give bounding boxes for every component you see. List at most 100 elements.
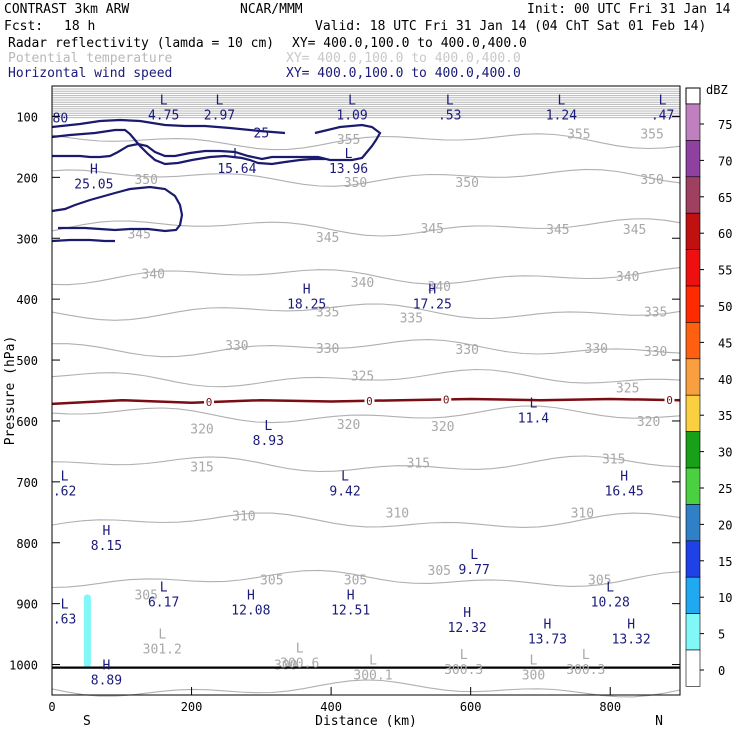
y-tick-label: 600 [16, 415, 38, 429]
colorbar-tick-label: 0 [718, 664, 725, 678]
theta-contour-label: 320 [431, 420, 454, 435]
theta-contour-label: 350 [134, 173, 157, 188]
theta-contour-305 [51, 569, 681, 589]
theta-contour-325 [51, 368, 681, 388]
colorbar-segment [685, 212, 701, 250]
colorbar-segment [685, 249, 701, 287]
wind-contour-25-bottom [51, 238, 115, 243]
theta-extremum-value: 300.3 [444, 663, 483, 678]
wind-contour-25-inner [51, 128, 325, 166]
colorbar-tick-label: 30 [718, 446, 732, 460]
reflectivity-label-bg [664, 394, 675, 406]
colorbar-tick-label: 55 [718, 264, 732, 278]
wind-extremum-value: 8.93 [253, 434, 284, 449]
colorbar-segment [685, 358, 701, 396]
wind-extremum-value: 15.64 [217, 162, 256, 177]
reflectivity-label-bg [364, 394, 375, 406]
theta-contour-label: 330 [316, 342, 339, 357]
theta-contour-label: 350 [455, 176, 478, 191]
theta-contour-label: 305 [428, 564, 451, 579]
theta-contour-label: 325 [616, 381, 639, 396]
colorbar-unit: dBZ [706, 83, 728, 97]
theta-contour-label: 305 [134, 589, 157, 604]
colorbar-tick-label: 65 [718, 191, 732, 205]
wind-extremum-high: H [463, 606, 471, 621]
theta-extremum-low: L [369, 654, 377, 669]
theta-extremum-value: 301.2 [143, 642, 182, 657]
wind-extremum-value: 18.25 [287, 298, 326, 313]
wind-extremum-low: L [348, 93, 356, 108]
theta-contour-label: 355 [567, 128, 590, 143]
colorbar-segment [685, 322, 701, 360]
wind-extremum-value: 13.96 [329, 162, 368, 177]
wind-extremum-low: L [606, 580, 614, 595]
x-tick-label: 600 [460, 700, 482, 714]
y-tick-label: 500 [16, 354, 38, 368]
wind-extremum-low: L [530, 397, 538, 412]
theta-contour-label: 345 [127, 227, 150, 242]
colorbar-segment [685, 285, 701, 323]
x-end-label-north: N [655, 714, 663, 729]
theta-contour-label: 315 [190, 461, 213, 476]
theta-contour-350 [51, 168, 681, 187]
theta-contour-label: 305 [344, 573, 367, 588]
theta-extremum-low: L [296, 641, 304, 656]
x-tick-label: 0 [48, 700, 55, 714]
y-tick-label: 100 [16, 110, 38, 124]
colorbar-tick-label: 10 [718, 591, 732, 605]
wind-extremum-value: 9.77 [458, 563, 489, 578]
wind-extremum-low: L [264, 419, 272, 434]
colorbar-segment [685, 504, 701, 542]
x-tick-label: 400 [320, 700, 342, 714]
wind-contours [51, 118, 382, 243]
colorbar-segment [685, 176, 701, 214]
field-name-reflectivity: Radar reflectivity (lamda = 10 cm) [8, 36, 275, 51]
theta-contour-335 [51, 303, 681, 321]
colorbar-tick-label: 25 [718, 482, 732, 496]
chart-labels: 2580L4.75L2.97L1.09L.53L1.24L.47H25.05L1… [53, 93, 675, 688]
theta-extremum-low: L [460, 648, 468, 663]
field-xy-wind: XY= 400.0,100.0 to 400.0,400.0 [286, 66, 521, 81]
wind-extremum-value: 1.09 [336, 108, 367, 123]
wind-extremum-value: .62 [53, 485, 76, 500]
wind-extremum-low: L [61, 470, 69, 485]
wind-extremum-high: H [347, 588, 355, 603]
theta-contour-label: 320 [637, 415, 660, 430]
theta-contour-label: 315 [407, 456, 430, 471]
x-end-label-south: S [83, 714, 91, 729]
wind-extremum-high: H [103, 524, 111, 539]
colorbar-segment [685, 394, 701, 432]
theta-contour-label: 345 [546, 223, 569, 238]
wind-extremum-value: 1.24 [546, 108, 577, 123]
theta-contour-340 [51, 267, 681, 286]
theta-contour-label: 305 [588, 573, 611, 588]
wind-extremum-value: 6.17 [148, 595, 179, 610]
theta-extremum-value: 300.3 [566, 663, 605, 678]
theta-contour-label: 345 [421, 222, 444, 237]
field-xy-theta: XY= 400.0,100.0 to 400.0,400.0 [286, 51, 521, 66]
reflectivity-label-bg [441, 393, 452, 405]
y-tick-label: 1000 [9, 659, 38, 673]
wind-extremum-low: L [341, 470, 349, 485]
y-tick-label: 700 [16, 476, 38, 490]
colorbar-tick-label: 5 [718, 628, 725, 642]
wind-extremum-low: L [160, 93, 168, 108]
reflectivity-label-bg [204, 396, 214, 408]
wind-extremum-value: 17.25 [413, 298, 452, 313]
wind-contour-25-upper [51, 118, 382, 162]
colorbar-tick-label: 35 [718, 409, 732, 423]
wind-extremum-high: H [103, 658, 111, 673]
theta-contour-label: 320 [337, 418, 360, 433]
wind-extremum-low: L [233, 147, 241, 162]
theta-extremum-value: 300 [522, 669, 545, 684]
wind-contour-label: 25 [254, 126, 270, 141]
wind-extremum-low: L [216, 93, 224, 108]
field-name-wind: Horizontal wind speed [8, 66, 173, 81]
field-name-theta: Potential temperature [8, 51, 173, 66]
colorbar-tick-label: 70 [718, 154, 732, 168]
plot-frame [51, 85, 681, 696]
theta-contour-label: 310 [571, 506, 594, 521]
